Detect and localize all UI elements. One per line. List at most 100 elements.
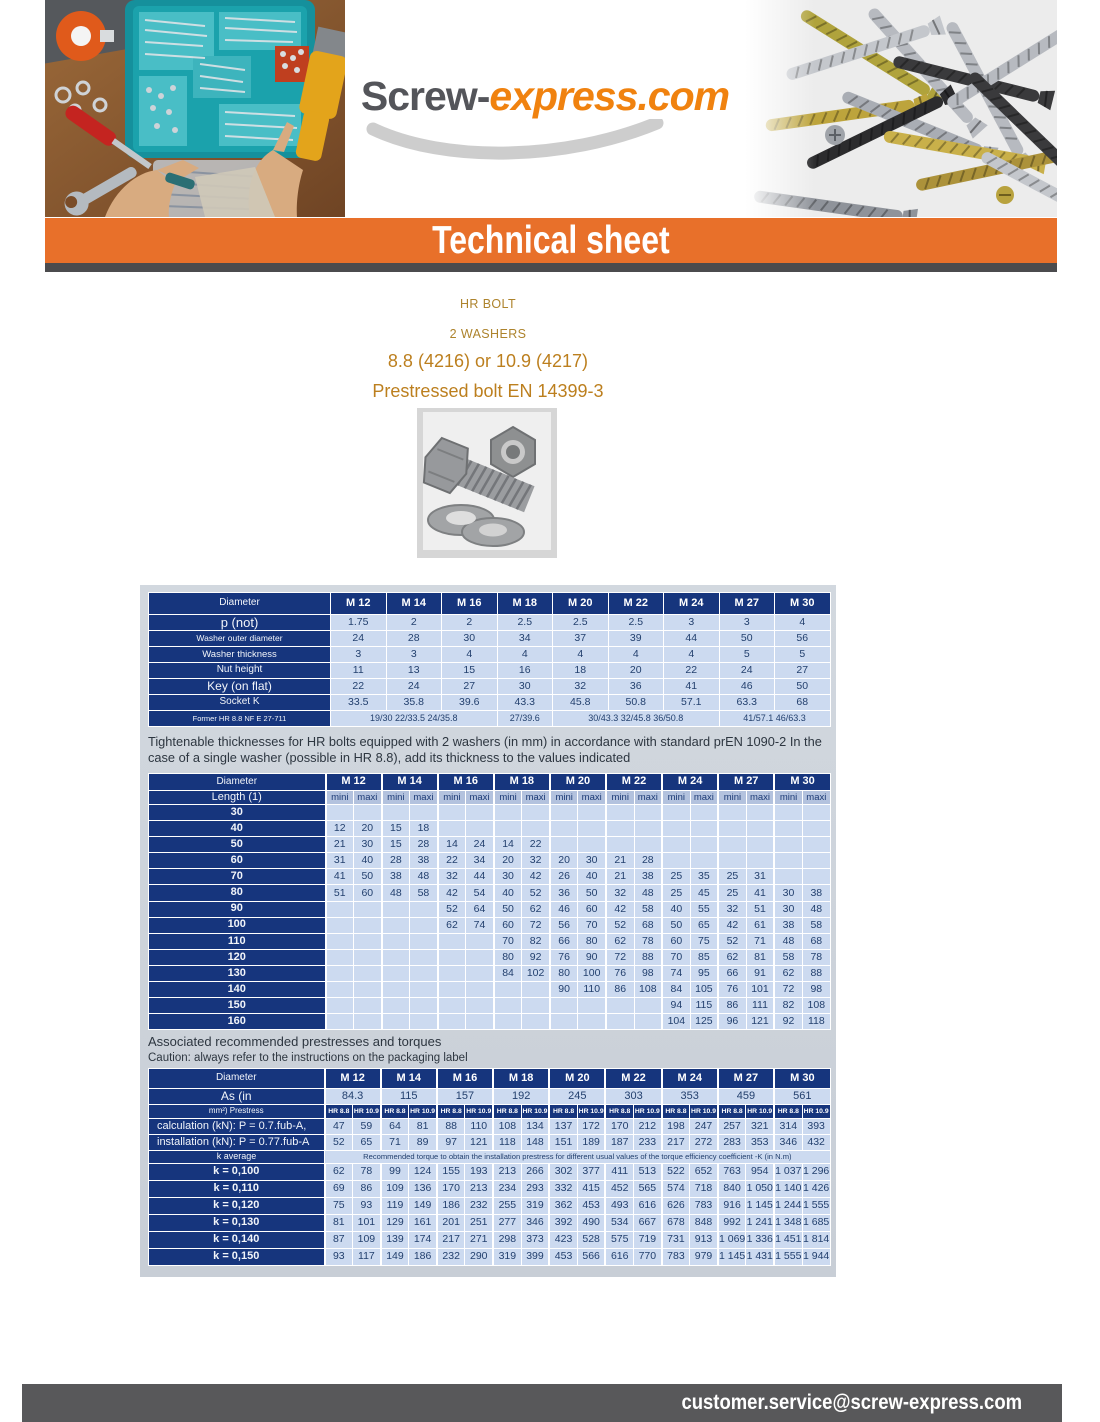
length-value: 46 [548, 900, 579, 918]
length-value: 80 [577, 932, 607, 950]
installation-value: 97 [435, 1134, 466, 1151]
torque-value: 170 [435, 1180, 466, 1198]
torque-value: 93 [323, 1248, 354, 1266]
length-value [689, 820, 719, 838]
diameter-col-header: M 12 [324, 773, 383, 791]
length-value: 108 [801, 997, 831, 1015]
length-value: 71 [745, 932, 775, 950]
dim-value: 24 [330, 630, 387, 647]
length-value: 76 [548, 948, 579, 966]
length-value: 68 [801, 932, 831, 950]
dim-value: 39 [607, 630, 664, 647]
length-value: 121 [745, 1013, 775, 1031]
torque-value: 346 [520, 1214, 550, 1232]
length-value: 60 [492, 916, 523, 934]
length-value [521, 803, 551, 822]
length-value: 21 [324, 836, 355, 854]
dim-value: 2.5 [552, 614, 609, 631]
installation-value: 52 [323, 1134, 354, 1151]
length-value: 102 [521, 964, 551, 983]
length-value: 48 [633, 884, 663, 902]
torque-value: 626 [660, 1197, 691, 1215]
torque-value: 139 [379, 1231, 410, 1249]
length-value: 36 [548, 884, 579, 902]
installation-value: 233 [633, 1134, 663, 1151]
torque-value: 848 [689, 1214, 719, 1232]
grade-header: HR 10.9 [576, 1104, 606, 1119]
length-value [717, 852, 747, 870]
dim-value: 22 [330, 678, 387, 695]
length-value: 95 [689, 964, 719, 983]
length-value [409, 964, 439, 983]
diameter-col-header: M 30 [774, 592, 831, 615]
length-value [436, 997, 467, 1015]
banner: Technical sheet [45, 218, 1057, 263]
length-value: 76 [717, 981, 747, 999]
length-value [465, 964, 495, 983]
installation-value: 432 [801, 1134, 831, 1151]
length-value: 61 [745, 916, 775, 934]
length-value [773, 803, 803, 822]
torque-value: 1 336 [745, 1231, 775, 1249]
length-value: 82 [773, 997, 803, 1015]
length-value: 34 [465, 852, 495, 870]
length-value: 41 [324, 868, 355, 886]
dim-value: 57.1 [663, 694, 720, 711]
length-value: 42 [717, 916, 747, 934]
torque-value: 266 [520, 1163, 550, 1181]
torque-value: 302 [548, 1163, 578, 1181]
calculation-value: 212 [633, 1118, 663, 1135]
diameter-corner-label: Diameter [148, 773, 326, 791]
torque-value: 392 [548, 1214, 578, 1232]
torque-value: 373 [520, 1231, 550, 1249]
length-value: 42 [436, 884, 467, 902]
dim-row: Socket K 33.5 35.8 39.6 43.3 45.8 50.8 57.1 63.3… [148, 694, 831, 711]
length-value: 115 [689, 997, 719, 1015]
length-value: 51 [745, 900, 775, 918]
length-label: 130 [148, 964, 326, 983]
length-value: 32 [717, 900, 747, 918]
diameter-col-header: M 27 [718, 592, 775, 615]
length-value: 40 [661, 900, 691, 918]
length-value: 80 [492, 948, 523, 966]
product-line4: Prestressed bolt EN 14399-3 [372, 381, 604, 401]
grade-header: HR 8.8 [492, 1104, 522, 1119]
length-value: 72 [604, 948, 635, 966]
installation-value: 71 [379, 1134, 410, 1151]
length-value [353, 900, 383, 918]
length-value [521, 1013, 551, 1031]
length-value [633, 836, 663, 854]
length-value [633, 1013, 663, 1031]
dim-row-label: Washer thickness [148, 646, 331, 663]
length-value [521, 820, 551, 838]
calculation-value: 170 [604, 1118, 635, 1135]
dim-row: Washer thickness 3 3 4 4 4 4 4 5 5 [148, 646, 831, 663]
torque-value: 62 [323, 1163, 354, 1181]
torque-value: 522 [660, 1163, 691, 1181]
dim-value: 15 [441, 662, 498, 679]
len-row: 150 94 115 86 111 82 108 [148, 997, 831, 1015]
dim-value: 32 [552, 678, 609, 695]
length-value [324, 932, 355, 950]
dimensions-table: Diameter M 12 M 14 M 16 M 18 M 20 M 22 M 24 M 27… [148, 592, 831, 727]
mini-maxi-header: mini [548, 790, 579, 805]
length-label: 100 [148, 916, 326, 934]
torque-value: 1 140 [772, 1180, 803, 1198]
length-value [380, 900, 411, 918]
length-value: 22 [521, 836, 551, 854]
torque-value: 1 145 [716, 1248, 747, 1266]
length-value: 92 [521, 948, 551, 966]
torque-value: 298 [492, 1231, 522, 1249]
as-value: 459 [716, 1088, 775, 1105]
dim-value: 35.8 [385, 694, 442, 711]
length-value [661, 820, 691, 838]
length-value [801, 820, 831, 838]
mini-maxi-header: mini [324, 790, 355, 805]
length-value [801, 852, 831, 870]
diameter-col-header: M 27 [716, 1068, 775, 1089]
mini-maxi-header: maxi [465, 790, 495, 805]
length-table: Diameter M 12 M 14 M 16 M 18 M 20 M 22 M 24 M 27… [148, 773, 831, 1031]
torque-value: 574 [660, 1180, 691, 1198]
calculation-value: 321 [745, 1118, 775, 1135]
length-value [409, 916, 439, 934]
